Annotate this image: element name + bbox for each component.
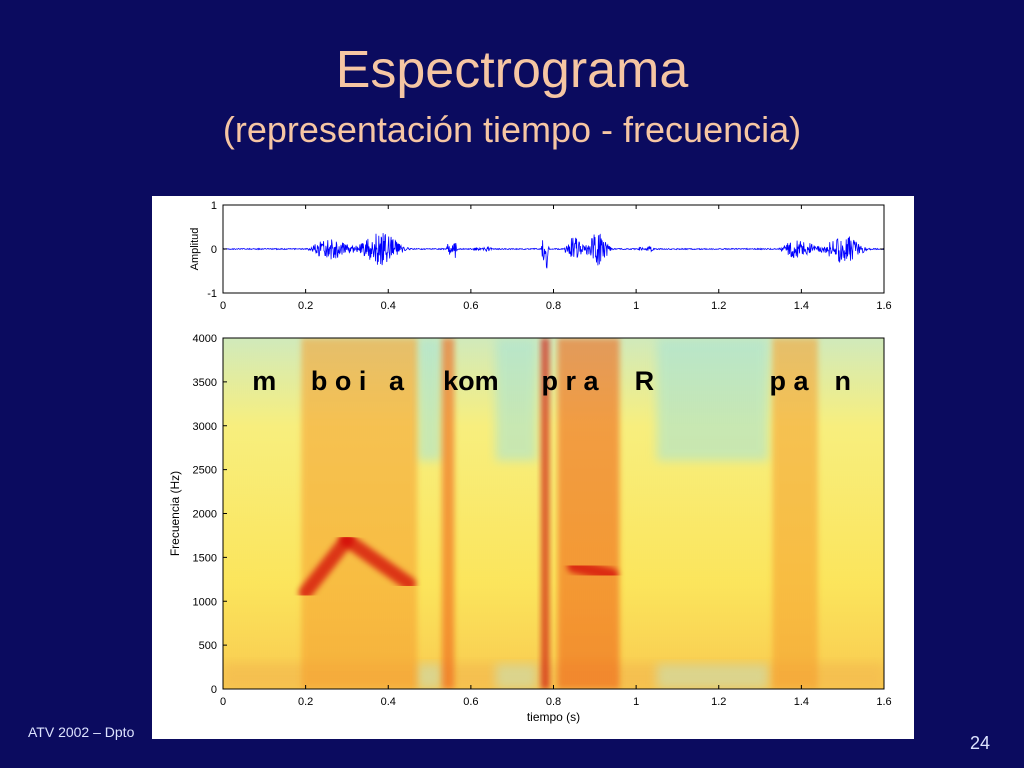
spectrogram-energy-band: [441, 338, 455, 689]
spectrogram-silence-patch: [417, 338, 442, 461]
spectrogram-x-tick-label: 1.2: [711, 696, 726, 708]
footer-text: ATV 2002 – Dpto: [28, 724, 135, 740]
spectrogram-y-tick-label: 3500: [193, 377, 217, 389]
spectrogram-y-axis-label: Frecuencia (Hz): [168, 471, 182, 556]
spectrogram-x-tick-label: 0.8: [546, 696, 561, 708]
slide-title: Espectrograma: [335, 41, 689, 99]
phoneme-label: p r a: [542, 366, 600, 396]
spectrogram-silence-patch: [495, 338, 537, 461]
waveform-y-tick-label: -1: [207, 288, 217, 300]
waveform-x-tick-label: 0.6: [463, 300, 478, 312]
spectrogram-x-tick-label: 0.2: [298, 696, 313, 708]
waveform-line: [222, 233, 885, 269]
spectrogram-silence-low: [417, 664, 442, 689]
spectrogram-y-tick-label: 0: [211, 684, 217, 696]
spectrogram-y-tick-label: 2000: [193, 509, 217, 521]
spectrogram-energy-band: [541, 338, 550, 689]
waveform-y-tick-label: 1: [211, 200, 217, 212]
phoneme-label: a: [389, 366, 405, 396]
spectrogram-formant: [339, 532, 416, 591]
spectrogram-y-tick-label: 500: [199, 640, 217, 652]
spectrogram-x-tick-label: 0: [220, 696, 226, 708]
phoneme-label: R: [635, 366, 655, 396]
slide-subtitle: (representación tiempo - frecuencia): [222, 109, 802, 150]
page-number: 24: [970, 733, 991, 753]
phoneme-label: b o i: [311, 366, 367, 396]
waveform-y-axis-label: Amplitud: [189, 228, 201, 271]
spectrogram-y-tick-label: 2500: [193, 465, 217, 477]
spectrogram-x-tick-label: 0.6: [463, 696, 478, 708]
spectrogram-y-tick-label: 3000: [193, 421, 217, 433]
spectrogram-x-tick-label: 1.6: [876, 696, 891, 708]
spectrogram-x-tick-label: 1: [633, 696, 639, 708]
spectrogram-energy-band: [301, 338, 418, 689]
waveform-x-tick-label: 1.6: [876, 300, 891, 312]
waveform-x-tick-label: 1.2: [711, 300, 726, 312]
spectrogram-formant: [567, 559, 619, 582]
spectrogram-y-tick-label: 4000: [193, 333, 217, 345]
waveform-x-tick-label: 0: [220, 300, 226, 312]
waveform-x-tick-label: 1.4: [794, 300, 809, 312]
spectrogram-energy-band: [772, 338, 818, 689]
spectrogram-silence-patch: [656, 338, 769, 461]
spectrogram-y-tick-label: 1000: [193, 596, 217, 608]
phoneme-label: n: [834, 366, 851, 396]
waveform-x-tick-label: 0.8: [546, 300, 561, 312]
waveform-x-tick-label: 0.2: [298, 300, 313, 312]
spectrogram-y-tick-label: 1500: [193, 552, 217, 564]
spectrogram-formant: [298, 532, 354, 600]
phoneme-label: kom: [443, 366, 499, 396]
phoneme-label: p a: [769, 366, 809, 396]
spectrogram-x-tick-label: 1.4: [794, 696, 809, 708]
waveform-y-tick-label: 0: [211, 244, 217, 256]
spectrogram-silence-low: [495, 664, 537, 689]
spectrogram-silence-low: [656, 664, 769, 689]
phoneme-label: m: [252, 366, 276, 396]
waveform-x-tick-label: 1: [633, 300, 639, 312]
spectrogram-image: [223, 338, 884, 689]
spectrogram-x-axis-label: tiempo (s): [527, 710, 580, 724]
waveform-x-tick-label: 0.4: [381, 300, 396, 312]
spectrogram-x-tick-label: 0.4: [381, 696, 396, 708]
